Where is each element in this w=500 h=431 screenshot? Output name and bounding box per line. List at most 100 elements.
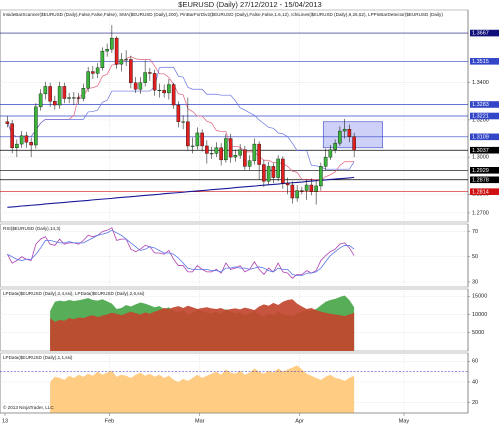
candle-body — [238, 149, 242, 156]
candle-body — [29, 142, 33, 146]
panel-header: InsideBarScanner($EURUSD (Daily),False,F… — [3, 12, 443, 17]
candle-body — [262, 164, 266, 182]
x-tick-label: Mar — [195, 418, 205, 424]
candle-body — [157, 89, 162, 91]
x-tick-label: May — [399, 418, 410, 424]
candle-body — [48, 86, 52, 102]
candle-body — [252, 143, 257, 161]
level-box — [470, 29, 499, 37]
candle-body — [24, 135, 29, 143]
candle-body — [347, 129, 352, 137]
line-series — [7, 227, 355, 279]
y-tick-label: 70 — [472, 229, 478, 235]
candle-body — [15, 143, 19, 148]
candle-body — [243, 149, 247, 167]
candle-body — [338, 130, 342, 144]
candle-body — [62, 86, 67, 99]
candle-body — [10, 123, 14, 148]
x-tick-label: Apr — [295, 418, 304, 424]
y-tick-label: 50 — [472, 254, 478, 260]
candle-body — [181, 121, 185, 123]
panel-header: LPData($EURUSD (Daily),1,1,ssi) — [3, 355, 73, 360]
candle-body — [205, 145, 209, 154]
candle-body — [86, 71, 90, 89]
plot-area: InsideBarScanner($EURUSD (Daily),False,F… — [0, 10, 468, 222]
candle-body — [342, 129, 347, 132]
candle-body — [162, 89, 166, 94]
candle-body — [53, 101, 57, 106]
candle-body — [271, 166, 276, 178]
y-tick-label: 5000 — [472, 330, 484, 336]
candle-body — [114, 37, 119, 65]
y-tick-label: 1.3200 — [472, 117, 489, 123]
area-series — [50, 365, 355, 413]
candle-body — [228, 138, 233, 158]
candle-body — [95, 67, 100, 74]
candle-body — [57, 86, 62, 106]
candle-body — [76, 97, 81, 99]
y-tick-label: 60 — [472, 359, 478, 365]
x-tick-label: 13 — [2, 418, 8, 424]
area-series — [50, 299, 355, 351]
candle-body — [5, 121, 10, 124]
candle-body — [257, 143, 261, 165]
candle-body — [290, 184, 295, 199]
y-tick-label: 1.3400 — [472, 80, 489, 86]
y-tick-label: 10000 — [472, 312, 487, 318]
level-box — [470, 146, 499, 154]
y-tick-label: 30 — [472, 279, 478, 285]
level-label: 1.3221 — [472, 114, 489, 120]
panel-frame — [0, 223, 469, 288]
level-box — [470, 188, 499, 195]
candle-body — [138, 82, 143, 90]
y-tick-label: 1.3000 — [472, 155, 489, 161]
candle-body — [186, 121, 190, 147]
candle-body — [233, 155, 238, 158]
candle-body — [295, 190, 299, 199]
candle-body — [34, 106, 38, 146]
level-label: 1.3667 — [472, 31, 489, 37]
candle-body — [309, 184, 314, 192]
candle-body — [38, 93, 43, 108]
candle-body — [129, 59, 133, 83]
candle-body — [43, 86, 48, 95]
candle-body — [323, 156, 328, 167]
level-box — [470, 101, 499, 108]
candle-body — [195, 132, 200, 147]
candle-body — [333, 142, 337, 150]
candle-body — [72, 97, 76, 99]
candle-body — [314, 185, 318, 192]
candle-body — [19, 135, 24, 145]
level-box — [470, 167, 499, 174]
candle-body — [171, 84, 176, 106]
candle-body — [281, 158, 285, 184]
y-tick-label: 1.2700 — [472, 210, 489, 216]
panel-header: RSI($EURUSD (Daily),14,3) — [3, 226, 61, 231]
candle-body — [219, 147, 223, 161]
candle-body — [190, 145, 195, 147]
candle-body — [352, 136, 356, 151]
candle-body — [133, 82, 138, 90]
candle-body — [167, 84, 171, 94]
candle-body — [304, 184, 309, 191]
candle-body — [328, 149, 333, 158]
candle-body — [81, 88, 86, 99]
level-label: 1.3515 — [472, 59, 489, 65]
candle-body — [319, 166, 323, 187]
candle-body — [67, 97, 71, 99]
y-tick-label: 20 — [472, 400, 478, 406]
overlay-line — [7, 176, 355, 208]
candle-body — [105, 49, 109, 52]
plot-area: RSI($EURUSD (Daily),14,3) — [0, 224, 468, 287]
plot-area: LPData($EURUSD (Daily),2,4,ssi), LPData(… — [0, 289, 468, 351]
level-label: 1.3109 — [472, 134, 489, 140]
candle-body — [300, 190, 304, 192]
candle-body — [143, 72, 147, 83]
level-label: 1.2878 — [472, 177, 489, 183]
candle-body — [148, 72, 152, 74]
chart-title: $EURUSD (Daily) 27/12/2012 - 15/04/2013 — [178, 0, 321, 9]
candle-body — [276, 158, 280, 178]
y-tick-label: 15000 — [472, 294, 487, 300]
